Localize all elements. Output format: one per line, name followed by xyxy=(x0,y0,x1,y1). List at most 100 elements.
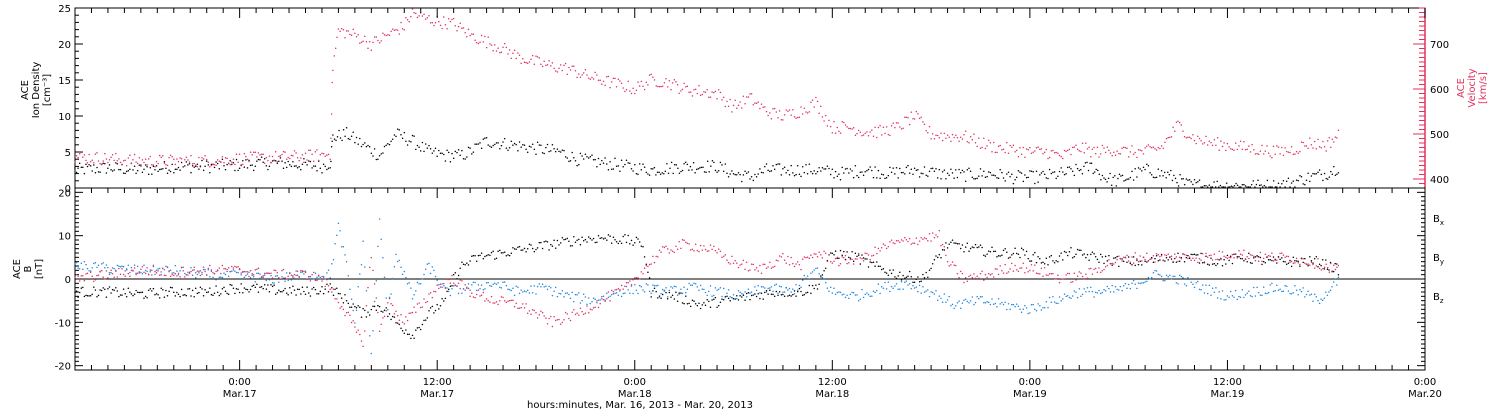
velocity-point xyxy=(1027,148,1029,151)
b-by-point xyxy=(899,288,901,290)
b-bx-point xyxy=(708,300,710,303)
b-by-point xyxy=(429,272,432,275)
velocity-point xyxy=(438,20,440,23)
velocity-point xyxy=(523,61,526,64)
velocity-point xyxy=(1328,137,1331,139)
b-bz-point xyxy=(1312,263,1314,266)
velocity-point xyxy=(884,132,886,135)
b-by-point xyxy=(1139,282,1141,285)
ion-density-point xyxy=(983,170,985,172)
ion-density-point xyxy=(234,169,236,172)
b-by-point xyxy=(1326,294,1329,296)
velocity-point xyxy=(930,138,932,140)
b-by-point xyxy=(1106,285,1109,288)
ion-density-point xyxy=(216,162,219,165)
b-bz-point xyxy=(657,256,659,258)
velocity-point xyxy=(276,160,279,163)
b-bz-point xyxy=(373,283,376,285)
b-by-point xyxy=(1289,292,1291,295)
b-by-point xyxy=(1088,290,1090,293)
b-bx-point xyxy=(373,305,376,308)
b-by-point xyxy=(1137,282,1140,284)
b-by-point xyxy=(1006,308,1008,311)
b-bz-point xyxy=(1226,257,1229,260)
b-bz-point xyxy=(966,280,969,283)
b-bz-point xyxy=(1205,252,1207,255)
velocity-point xyxy=(660,85,662,88)
b-bx-point xyxy=(309,295,312,297)
b-bz-point xyxy=(162,267,164,270)
b-bz-point xyxy=(609,300,611,302)
b-bx-point xyxy=(872,261,875,264)
b-bz-point xyxy=(1113,263,1115,265)
b-bz-point xyxy=(660,251,662,253)
velocity-point xyxy=(1127,156,1130,158)
ion-density-point xyxy=(138,164,141,166)
velocity-point xyxy=(158,154,161,157)
b-by-point xyxy=(904,281,906,284)
b-by-point xyxy=(1002,303,1005,306)
b-by-point xyxy=(803,274,806,277)
b-by-point xyxy=(78,268,81,270)
velocity-point xyxy=(1001,148,1003,151)
ion-density-point xyxy=(999,168,1001,171)
velocity-point xyxy=(187,159,189,161)
velocity-point xyxy=(314,150,317,153)
velocity-point xyxy=(648,74,651,76)
velocity-point xyxy=(165,164,167,166)
velocity-point xyxy=(1039,148,1041,151)
b-by-point xyxy=(1012,303,1015,306)
b-by-point xyxy=(785,286,787,289)
b-bz-point xyxy=(688,243,690,245)
velocity-point xyxy=(512,52,514,55)
velocity-point xyxy=(329,158,331,160)
b-bx-point xyxy=(905,276,908,278)
velocity-point xyxy=(563,64,565,67)
ion-density-point xyxy=(165,167,167,169)
b-bx-point xyxy=(894,276,896,278)
b-by-point xyxy=(290,279,293,281)
ion-density-point xyxy=(378,154,381,157)
b-bx-point xyxy=(517,246,519,248)
b-bx-point xyxy=(78,291,81,294)
velocity-point xyxy=(1142,153,1145,155)
b-by-point xyxy=(74,262,76,265)
b-by-point xyxy=(257,272,260,274)
b-bz-point xyxy=(1025,267,1028,269)
velocity-point xyxy=(780,119,783,121)
b-bx-point xyxy=(899,271,901,274)
b-bx-point xyxy=(597,234,600,237)
ion-density-point xyxy=(642,163,644,165)
b-bz-point xyxy=(224,267,227,270)
b-bz-point xyxy=(174,272,177,275)
b-bz-point xyxy=(762,263,764,266)
b-bz-point xyxy=(722,255,725,258)
b-bx-point xyxy=(1104,255,1107,258)
b-by-point xyxy=(877,283,880,285)
b-bx-point xyxy=(1261,263,1263,266)
b-bx-point xyxy=(917,276,919,278)
velocity-point xyxy=(642,85,644,88)
velocity-point xyxy=(931,132,934,135)
ion-density-point xyxy=(703,171,706,173)
ion-density-point xyxy=(669,167,671,169)
b-bx-point xyxy=(1239,257,1242,260)
velocity-point xyxy=(578,73,580,75)
velocity-point xyxy=(216,159,219,161)
velocity-point xyxy=(1221,145,1224,148)
b-by-point xyxy=(295,270,297,272)
b-bz-point xyxy=(1070,281,1072,284)
b-bz-point xyxy=(295,274,297,277)
velocity-point xyxy=(899,126,901,128)
b-by-point xyxy=(594,298,596,301)
b-bx-point xyxy=(554,247,557,249)
velocity-point xyxy=(1119,153,1122,155)
velocity-point xyxy=(959,136,962,139)
velocity-point xyxy=(1157,146,1160,149)
velocity-point xyxy=(820,105,822,108)
ion-density-point xyxy=(196,163,199,166)
ion-density-point xyxy=(1285,180,1288,182)
b-bz-point xyxy=(821,257,824,259)
b-bz-point xyxy=(300,269,302,272)
b-bx-point xyxy=(1099,253,1102,256)
